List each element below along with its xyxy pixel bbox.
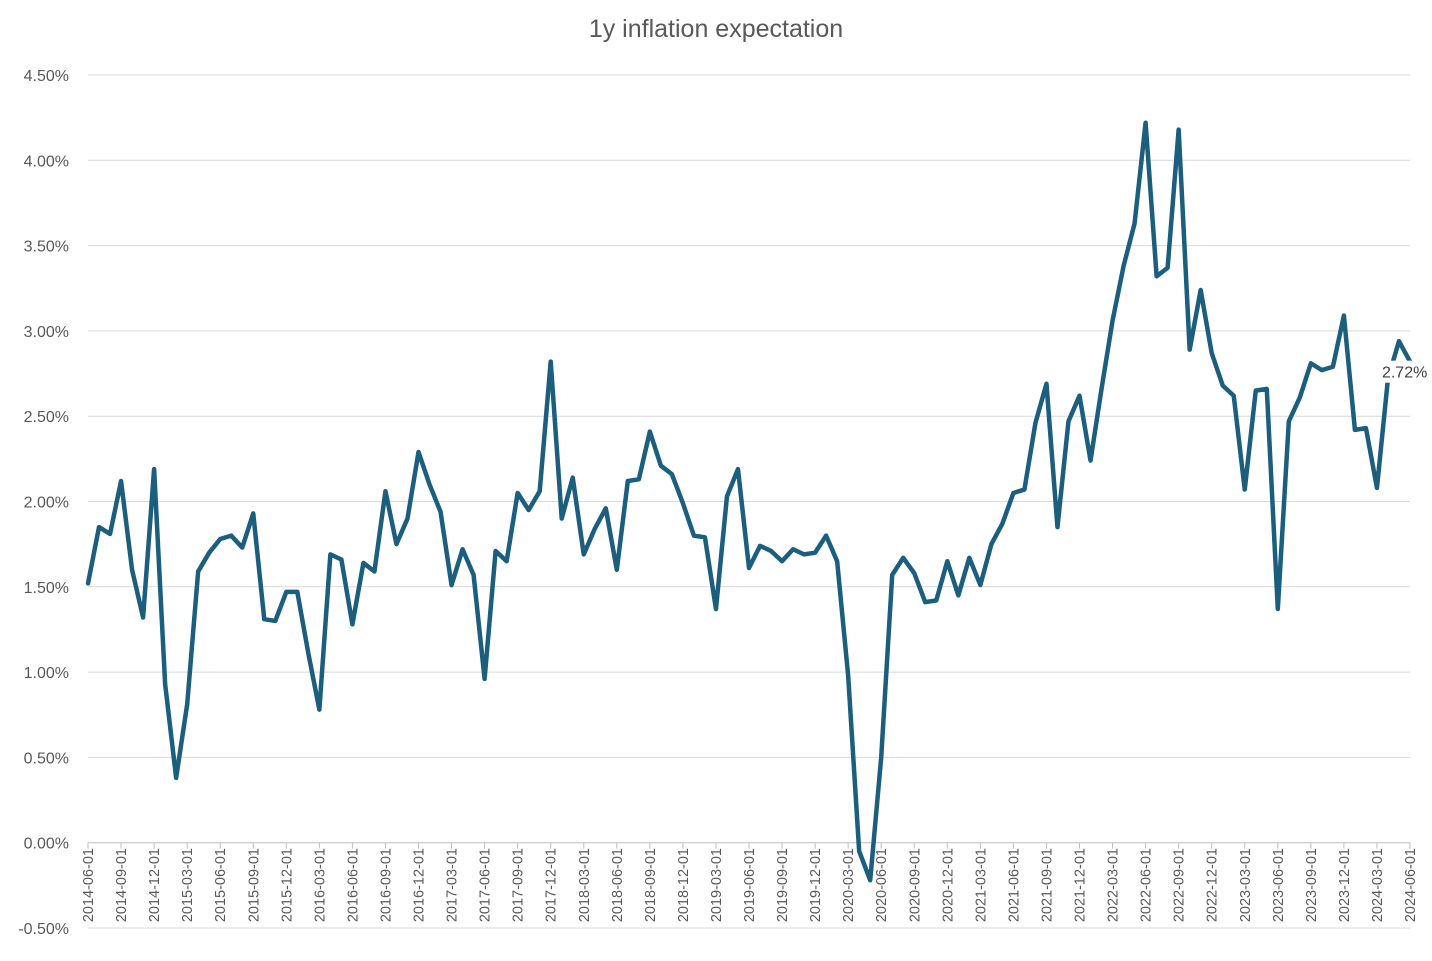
x-tick-label: 2015-03-01 [180,848,196,922]
x-tick-label: 2022-03-01 [1106,848,1122,922]
x-tick-label: 2019-12-01 [808,848,824,922]
x-tick-label: 2024-06-01 [1403,848,1419,922]
x-tick-label: 2015-09-01 [246,848,262,922]
x-tick-label: 2023-09-01 [1304,848,1320,922]
x-tick-label: 2016-06-01 [345,848,361,922]
y-tick-label: 2.50% [24,409,69,426]
x-tick-label: 2022-12-01 [1205,848,1221,922]
x-tick-label: 2019-03-01 [709,848,725,922]
y-tick-label: 2.00% [24,495,69,512]
x-tick-label: 2022-06-01 [1139,848,1155,922]
x-tick-label: 2016-03-01 [312,848,328,922]
y-tick-label: -0.50% [18,921,69,938]
x-tick-label: 2018-03-01 [577,848,593,922]
x-tick-label: 2014-06-01 [81,848,97,922]
x-tick-label: 2020-03-01 [841,848,857,922]
x-tick-label: 2017-03-01 [445,848,461,922]
x-tick-label: 2017-09-01 [511,848,527,922]
x-tick-label: 2014-09-01 [114,848,130,922]
data-label: 2.72% [1382,365,1427,382]
y-tick-label: 0.50% [24,750,69,767]
x-tick-label: 2022-09-01 [1172,848,1188,922]
data-label-background [1379,360,1432,383]
x-tick-label: 2021-06-01 [1006,848,1022,922]
x-tick-label: 2016-09-01 [378,848,394,922]
gridlines [88,74,1410,929]
x-axis-ticks: 2014-06-01 2014-09-01 2014-12-01 2015-03-01… [81,842,1419,922]
data-labels: 2.72% [1379,360,1432,383]
x-tick-label: 2014-12-01 [147,848,163,922]
x-tick-label: 2018-06-01 [610,848,626,922]
x-tick-label: 2018-09-01 [643,848,659,922]
x-tick-label: 2018-12-01 [676,848,692,922]
series-line [85,120,1391,883]
x-tick-label: 2021-03-01 [973,848,989,922]
x-tick-label: 2017-06-01 [478,848,494,922]
x-tick-label: 2017-12-01 [544,848,560,922]
chart-title: 1y inflation expectation [589,15,843,43]
x-tick-label: 2020-06-01 [874,848,890,922]
x-tick-label: 2021-12-01 [1073,848,1089,922]
x-tick-label: 2020-09-01 [907,848,923,922]
x-tick-label: 2015-06-01 [213,848,229,922]
x-tick-label: 2020-12-01 [940,848,956,922]
x-tick-label: 2024-03-01 [1370,848,1386,922]
y-axis-ticks: -0.50% 0.00% 0.50% 1.00% 1.50% 2.00% 2.50% 3.00… [18,68,69,938]
x-tick-label: 2019-09-01 [775,848,791,922]
y-tick-label: 1.00% [24,665,69,682]
x-tick-label: 2023-06-01 [1271,848,1287,922]
x-tick-label: 2016-12-01 [412,848,428,922]
x-tick-label: 2019-06-01 [742,848,758,922]
y-tick-label: 0.00% [24,836,69,853]
y-tick-label: 1.50% [24,580,69,597]
x-tick-label: 2021-09-01 [1039,848,1055,922]
x-tick-label: 2023-12-01 [1337,848,1353,922]
y-tick-label: 3.00% [24,324,69,341]
x-tick-label: 2023-03-01 [1238,848,1254,922]
y-tick-label: 4.50% [24,68,69,85]
y-tick-label: 3.50% [24,239,69,256]
y-tick-label: 4.00% [24,153,69,170]
x-tick-label: 2015-12-01 [279,848,295,922]
